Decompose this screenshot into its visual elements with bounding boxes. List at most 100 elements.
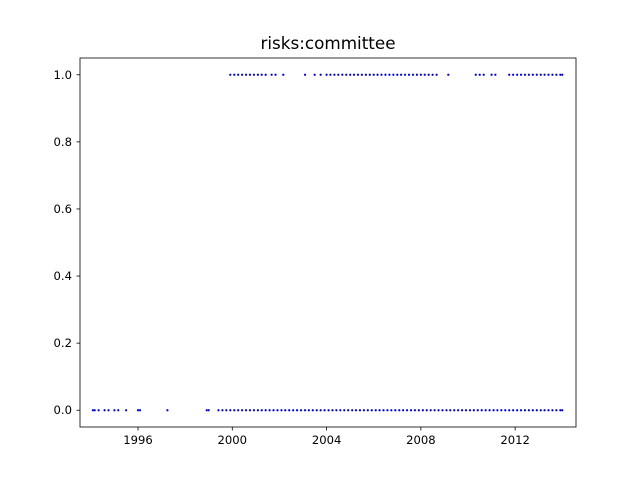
data-point (539, 409, 542, 412)
data-point (248, 73, 252, 76)
data-point (217, 409, 220, 412)
data-point (484, 409, 487, 412)
data-point (508, 409, 511, 412)
plot-frame (79, 57, 577, 428)
data-point (551, 73, 554, 76)
data-point (490, 73, 493, 76)
data-point (535, 409, 538, 412)
data-point (337, 73, 340, 76)
data-point (299, 409, 303, 412)
data-point (260, 73, 263, 76)
data-point (107, 409, 110, 412)
data-point (423, 73, 426, 76)
data-point (449, 409, 452, 412)
data-point (113, 409, 116, 412)
data-point (205, 409, 208, 412)
x-tick-label: 2012 (500, 433, 530, 447)
data-point (547, 409, 550, 412)
data-point (311, 409, 314, 412)
data-point (453, 409, 456, 412)
data-point (480, 409, 483, 412)
data-point (244, 409, 248, 412)
data-point (288, 409, 291, 412)
data-point (407, 73, 411, 76)
data-point (396, 73, 399, 76)
data-point (343, 409, 346, 412)
data-point (382, 409, 385, 412)
data-point (457, 409, 460, 412)
chart-title: risks:committee (260, 33, 395, 53)
data-point (496, 409, 499, 412)
data-point (547, 73, 550, 76)
data-point (372, 73, 375, 76)
data-point (351, 409, 354, 412)
data-point (347, 409, 350, 412)
data-point (268, 409, 271, 412)
data-point (411, 73, 415, 76)
data-point (476, 409, 479, 412)
data-point (303, 409, 307, 412)
data-point (368, 73, 371, 76)
data-point (417, 409, 420, 412)
data-point (433, 409, 436, 412)
data-point (138, 409, 142, 412)
data-point (274, 73, 277, 76)
data-point (325, 73, 328, 76)
y-tick-label: 0.4 (54, 269, 72, 283)
data-point (360, 73, 363, 76)
data-point (516, 409, 519, 412)
data-point (315, 409, 318, 412)
data-point (284, 409, 287, 412)
data-point (260, 409, 263, 412)
data-point (527, 73, 530, 76)
data-point (221, 409, 224, 412)
data-point (386, 409, 389, 412)
data-point (512, 73, 515, 76)
data-point (349, 73, 352, 76)
data-point (555, 409, 558, 412)
data-point (384, 73, 387, 76)
data-point (366, 409, 369, 412)
data-point (335, 409, 338, 412)
data-point (419, 73, 422, 76)
data-point (405, 409, 409, 412)
data-point (376, 73, 379, 76)
data-point (559, 73, 562, 76)
data-point (494, 73, 497, 76)
data-point (97, 409, 100, 412)
data-point (276, 409, 279, 412)
data-point (264, 409, 267, 412)
data-point (464, 409, 468, 412)
data-point (280, 409, 283, 412)
data-point (429, 409, 432, 412)
data-point (327, 409, 330, 412)
data-point (447, 73, 450, 76)
data-point (435, 73, 438, 76)
data-point (323, 409, 326, 412)
data-point (394, 409, 397, 412)
data-point (492, 409, 495, 412)
data-point (415, 73, 419, 76)
data-point (474, 73, 477, 76)
data-point (472, 409, 475, 412)
y-tick-label: 0.2 (54, 336, 72, 350)
data-point (400, 73, 403, 76)
data-point (512, 409, 515, 412)
x-tick-label: 2000 (218, 433, 248, 447)
data-point (125, 409, 128, 412)
data-point (358, 409, 362, 412)
x-tick-label: 2004 (312, 433, 342, 447)
data-point (527, 409, 530, 412)
data-point (256, 409, 260, 412)
y-tick-label: 1.0 (54, 68, 72, 82)
data-point (136, 409, 140, 412)
data-point (256, 73, 260, 76)
data-point (398, 409, 401, 412)
data-point (237, 409, 240, 412)
data-point (233, 409, 236, 412)
data-point (508, 73, 511, 76)
data-point (421, 409, 424, 412)
data-point (561, 409, 564, 412)
data-point (207, 409, 210, 412)
data-point (166, 409, 169, 412)
